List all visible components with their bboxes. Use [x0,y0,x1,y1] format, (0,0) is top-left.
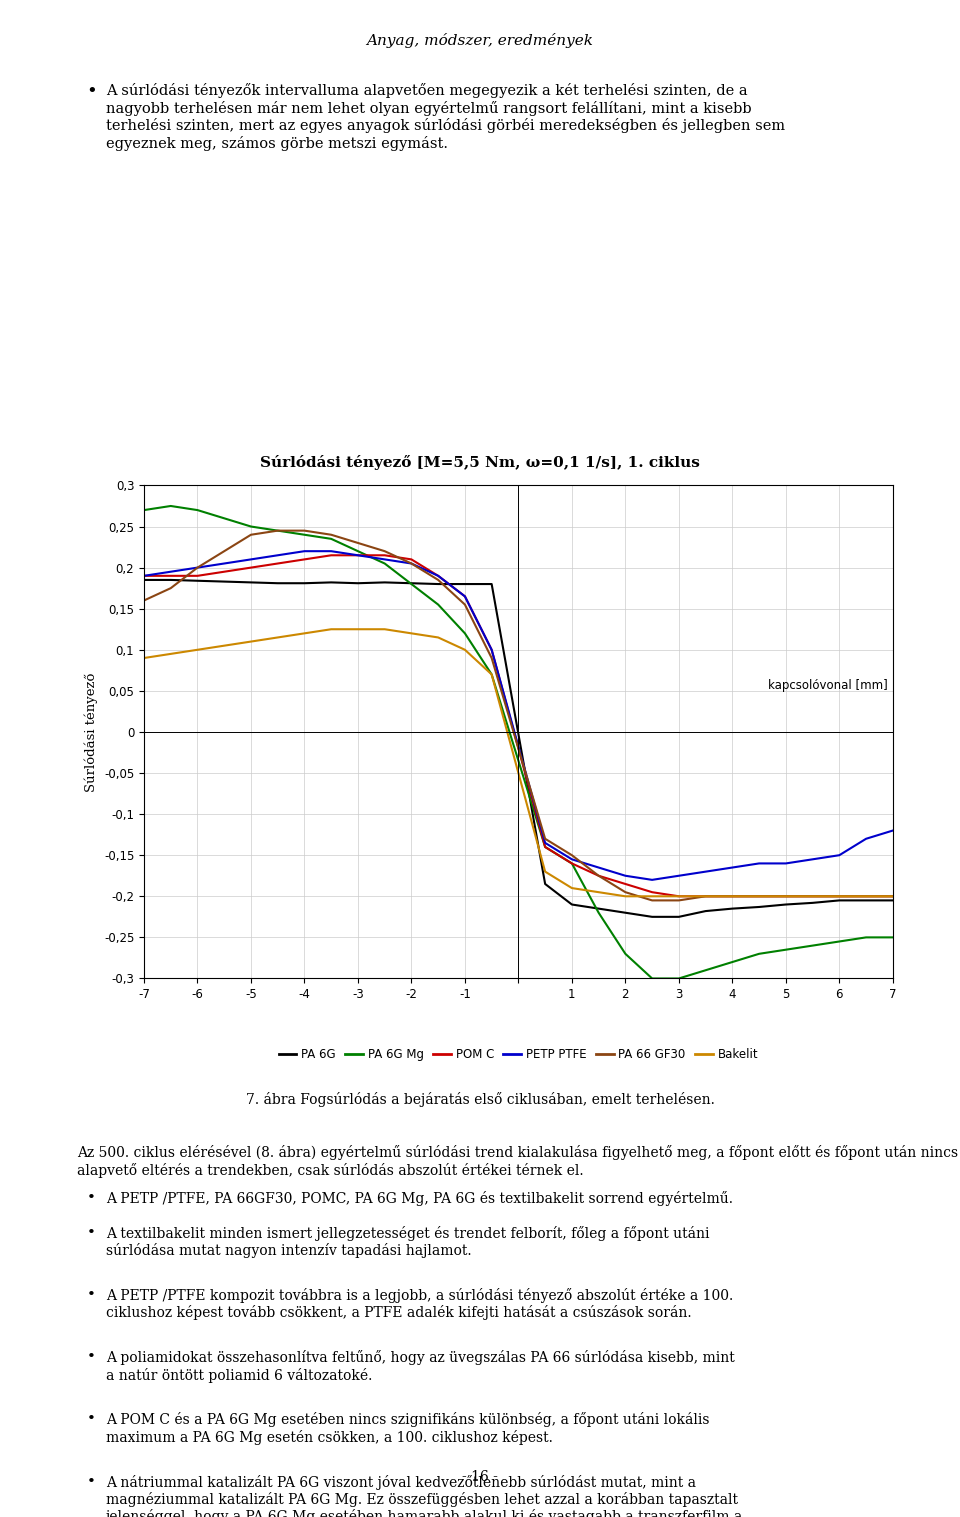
Text: A textilbakelit minden ismert jellegzetességet és trendet felborít, főleg a főpo: A textilbakelit minden ismert jellegzete… [106,1226,709,1258]
Legend: PA 6G, PA 6G Mg, POM C, PETP PTFE, PA 66 GF30, Bakelit: PA 6G, PA 6G Mg, POM C, PETP PTFE, PA 66… [274,1044,763,1066]
Text: Az 500. ciklus elérésével (8. ábra) egyértelmű súrlódási trend kialakulása figye: Az 500. ciklus elérésével (8. ábra) egyé… [77,1145,958,1177]
Text: A PETP /PTFE kompozit továbbra is a legjobb, a súrlódási tényező abszolút értéke: A PETP /PTFE kompozit továbbra is a legj… [106,1288,732,1320]
Text: •: • [86,83,97,102]
Y-axis label: Súrlódási tényező: Súrlódási tényező [84,672,98,792]
Text: •: • [86,1475,95,1488]
Text: A poliamidokat összehasonlítva feltűnő, hogy az üvegszálas PA 66 súrlódása kiseb: A poliamidokat összehasonlítva feltűnő, … [106,1350,734,1382]
Text: •: • [86,1288,95,1302]
Text: •: • [86,1191,95,1204]
Text: A PETP /PTFE, PA 66GF30, POMC, PA 6G Mg, PA 6G és textilbakelit sorrend egyértel: A PETP /PTFE, PA 66GF30, POMC, PA 6G Mg,… [106,1191,732,1206]
Text: kapcsolóvonal [mm]: kapcsolóvonal [mm] [768,678,887,692]
Text: - 16 -: - 16 - [462,1470,498,1484]
Text: •: • [86,1226,95,1239]
Text: 7. ábra Fogsúrlódás a bejáratás első ciklusában, emelt terhelésen.: 7. ábra Fogsúrlódás a bejáratás első cik… [246,1092,714,1107]
Text: A POM C és a PA 6G Mg esetében nincs szignifikáns különbség, a főpont utáni loká: A POM C és a PA 6G Mg esetében nincs szi… [106,1412,709,1444]
Text: A súrlódási tényezők intervalluma alapvetően megegyezik a két terhelési szinten,: A súrlódási tényezők intervalluma alapve… [106,83,784,150]
Text: Anyag, módszer, eredmények: Anyag, módszer, eredmények [367,33,593,49]
Text: •: • [86,1350,95,1364]
Text: A nátriummal katalizált PA 6G viszont jóval kedvezőtlenebb súrlódást mutat, mint: A nátriummal katalizált PA 6G viszont jó… [106,1475,743,1517]
Text: Súrlódási tényező [M=5,5 Nm, ω=0,1 1/s], 1. ciklus: Súrlódási tényező [M=5,5 Nm, ω=0,1 1/s],… [260,455,700,470]
Text: •: • [86,1412,95,1426]
